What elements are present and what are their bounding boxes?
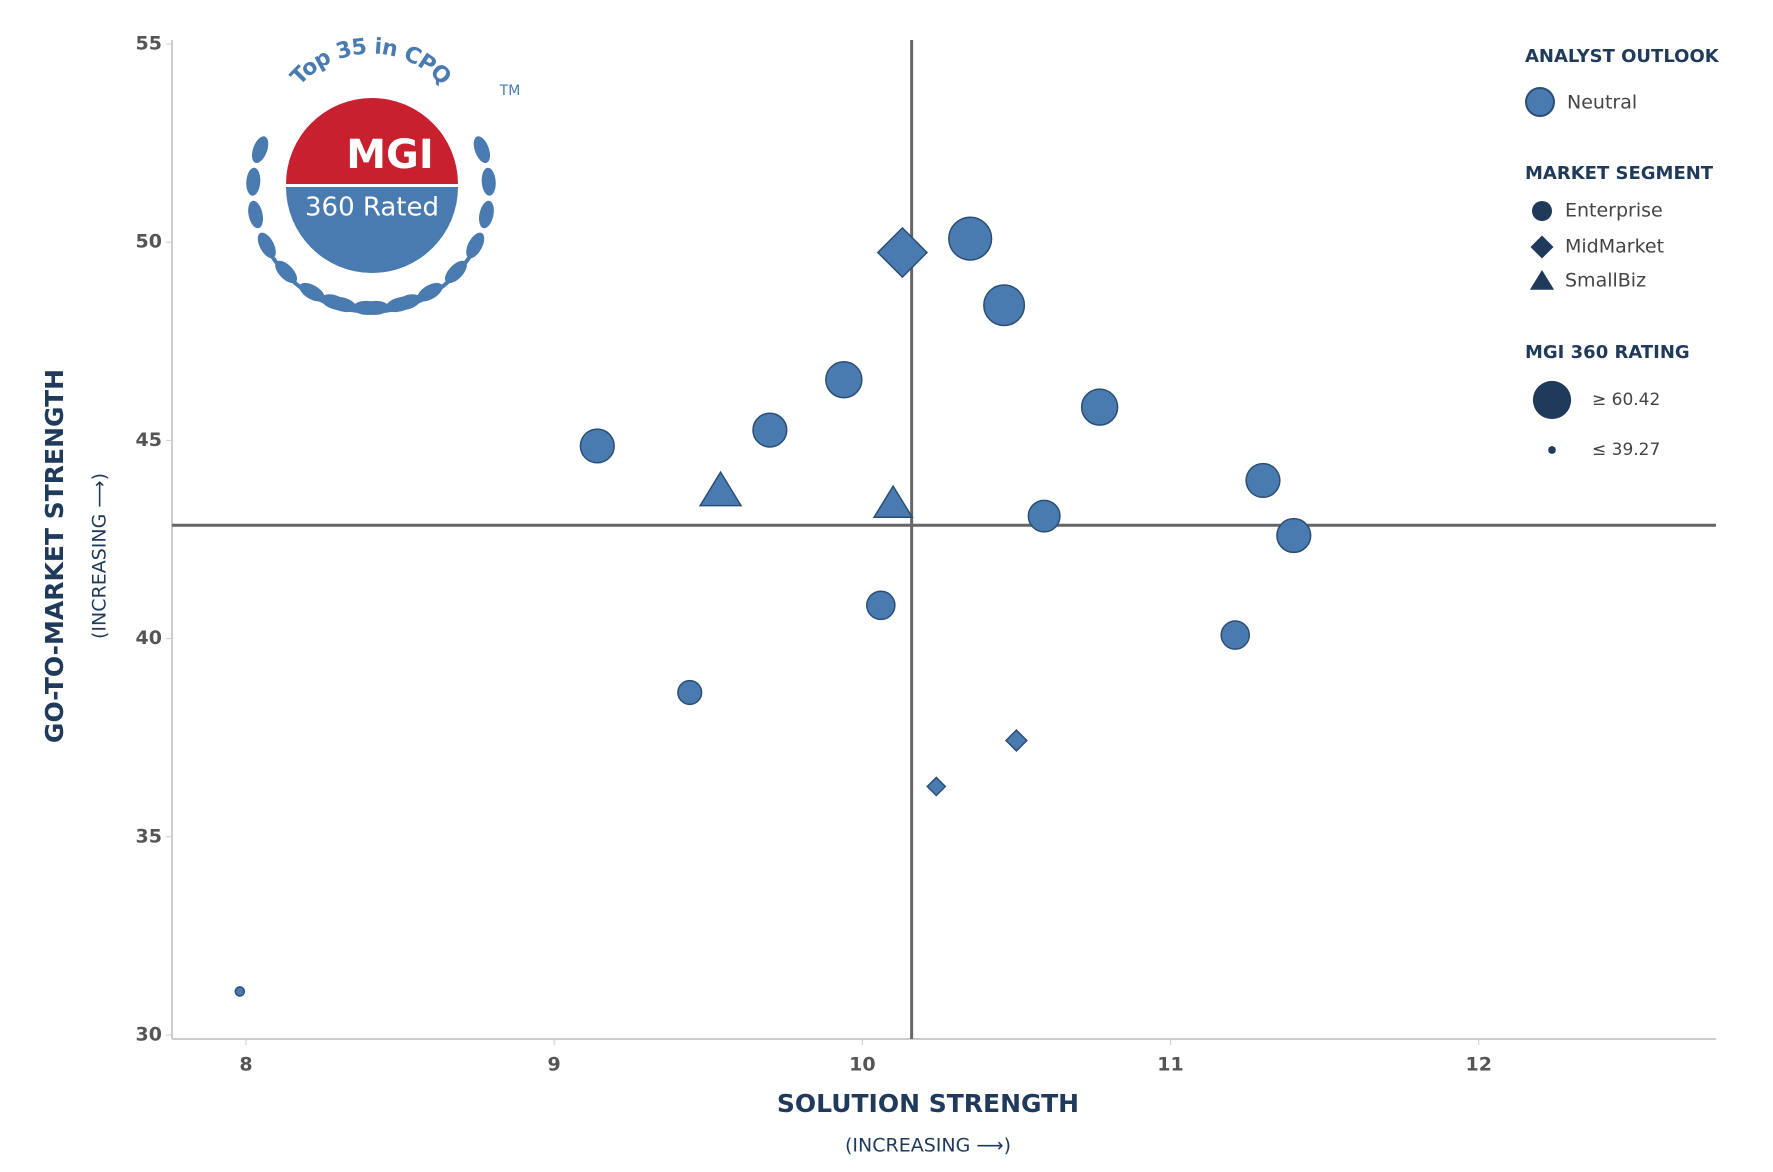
point (825, 361, 863, 399)
point (677, 679, 703, 706)
point (579, 428, 615, 464)
point (948, 216, 993, 261)
legend-marker (1529, 270, 1555, 290)
point (983, 284, 1026, 327)
leaf (481, 167, 496, 196)
y-tick-label: 45 (136, 429, 162, 451)
x-axis-title: SOLUTION STRENGTH (777, 1089, 1079, 1118)
x-tick-label: 11 (1157, 1054, 1183, 1076)
x-tick-label: 12 (1465, 1054, 1491, 1076)
legend-marker (1525, 87, 1555, 117)
leaf (251, 136, 269, 164)
legend-title: ANALYST OUTLOOK (1525, 46, 1720, 67)
x-axis-subtitle: (INCREASING ⟶) (845, 1135, 1011, 1157)
legend-title: MGI 360 RATING (1525, 342, 1690, 363)
legend-marker (1532, 201, 1552, 221)
point (872, 484, 914, 519)
point (1004, 729, 1028, 752)
laurel-stem (260, 239, 482, 315)
x-tick-label: 9 (548, 1054, 561, 1076)
point (1027, 499, 1061, 533)
point (926, 776, 947, 797)
point (234, 986, 246, 997)
y-tick-label: 35 (136, 825, 162, 847)
y-axis-title: GO-TO-MARKET STRENGTH (40, 369, 69, 743)
size-legend-marker (1548, 446, 1556, 454)
leaf (248, 200, 264, 229)
legend-label: MidMarket (1565, 236, 1664, 258)
size-legend-label: ≤ 39.27 (1592, 440, 1660, 460)
point (1276, 517, 1312, 554)
point (876, 226, 929, 279)
point (866, 590, 896, 621)
leaf (473, 136, 491, 164)
badge-tm: TM (499, 83, 521, 99)
point (1220, 620, 1251, 650)
legend-label: SmallBiz (1565, 270, 1646, 292)
point (752, 412, 788, 448)
legend-label: Enterprise (1565, 200, 1663, 222)
size-legend-label: ≥ 60.42 (1592, 390, 1660, 410)
x-tick-label: 10 (849, 1054, 875, 1076)
leaf (246, 167, 261, 196)
point (1080, 388, 1119, 426)
size-legend-marker (1532, 380, 1572, 420)
x-tick-label: 8 (239, 1054, 252, 1076)
point (698, 470, 743, 507)
leaf (478, 200, 494, 229)
laurel (246, 136, 496, 315)
legend-marker (1530, 235, 1554, 259)
badge-arc-text: Top 35 in CPQ (286, 34, 456, 90)
y-tick-label: 40 (136, 627, 162, 649)
badge-rated: 360 Rated (305, 193, 439, 223)
badge-bottom (286, 187, 458, 273)
badge: Top 35 in CPQ MGI 360 Rated TM (246, 34, 521, 315)
y-tick-label: 50 (136, 231, 162, 253)
badge-top (286, 98, 458, 184)
y-tick-label: 30 (136, 1024, 162, 1046)
legend-title: MARKET SEGMENT (1525, 163, 1714, 184)
y-tick-label: 55 (136, 32, 162, 54)
legend-label: Neutral (1567, 92, 1637, 114)
badge-brand: MGI (346, 132, 434, 178)
badge-arc: Top 35 in CPQ (286, 34, 456, 90)
y-axis-subtitle: (INCREASING ⟶) (89, 473, 111, 639)
point (1245, 462, 1281, 499)
